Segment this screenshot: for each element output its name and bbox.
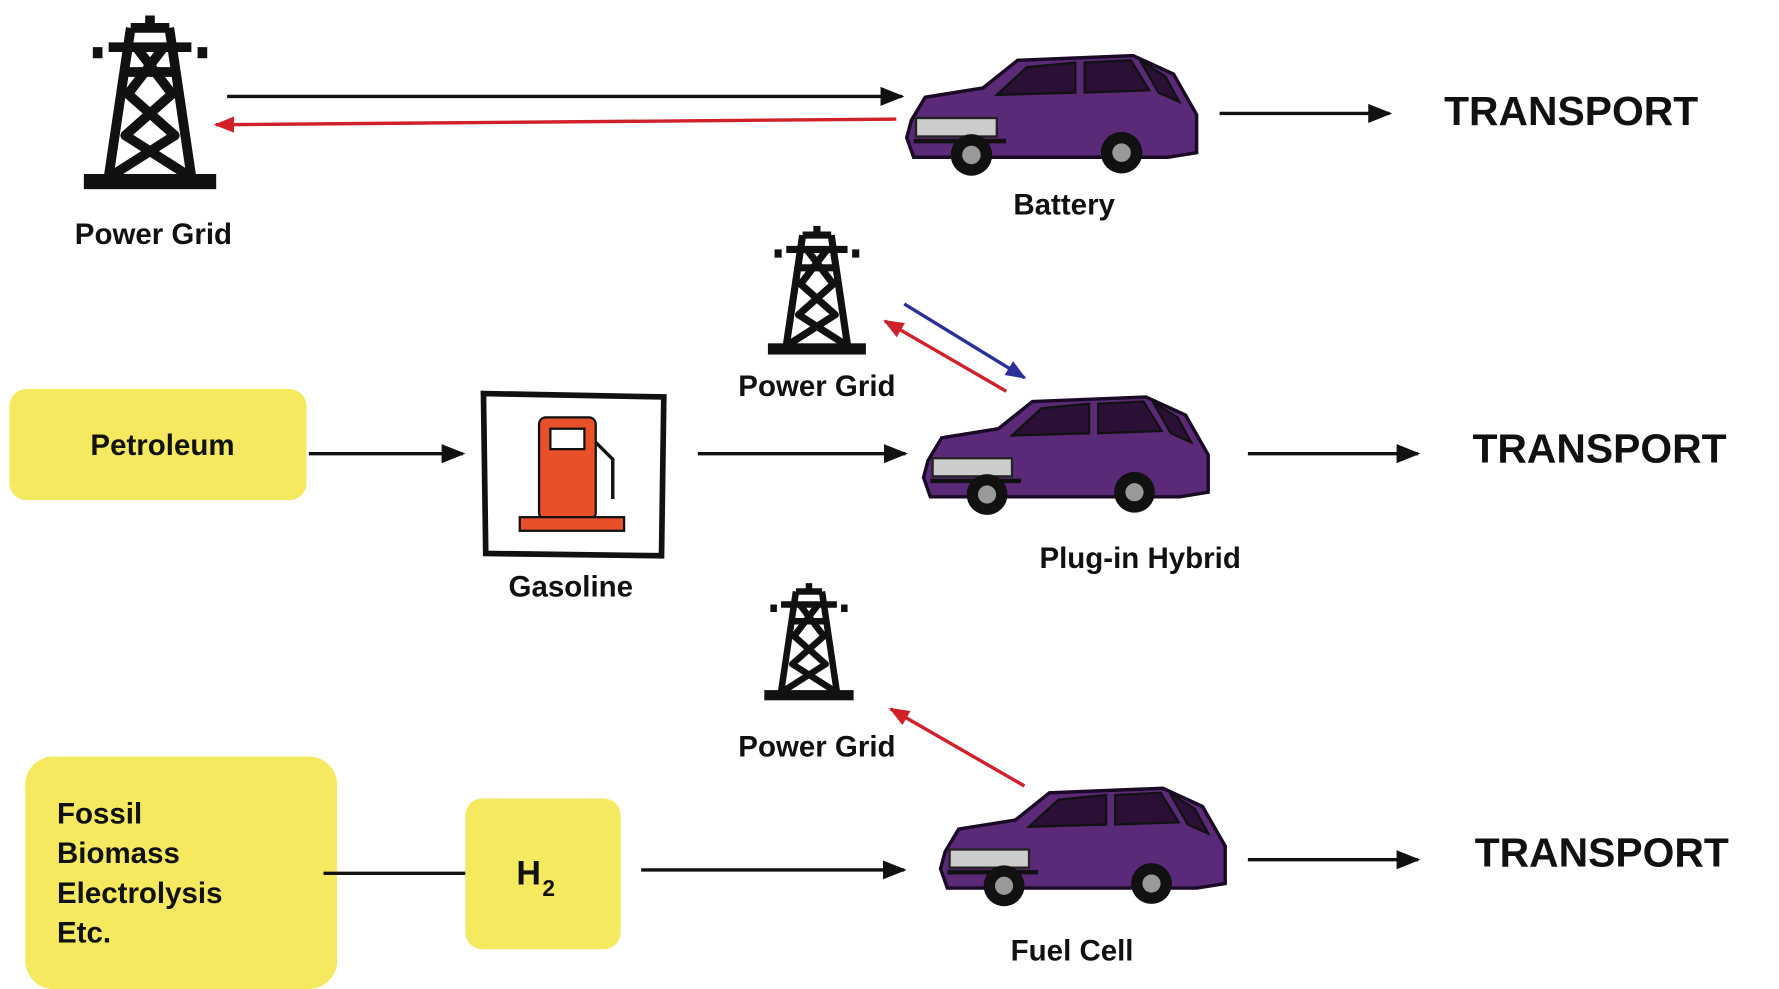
label: Fossil — [57, 797, 142, 830]
label: Power Grid — [738, 730, 895, 763]
car-icon — [924, 397, 1209, 515]
label: 2 — [542, 875, 555, 901]
label: Biomass — [57, 837, 180, 870]
arrow — [891, 709, 1025, 786]
label: TRANSPORT — [1444, 88, 1698, 134]
arrow — [216, 119, 897, 125]
label: TRANSPORT — [1475, 830, 1729, 876]
label: Battery — [1013, 188, 1115, 221]
label: TRANSPORT — [1472, 426, 1726, 472]
label: Etc. — [57, 916, 111, 949]
tower-icon — [764, 583, 853, 700]
label: Plug-in Hybrid — [1039, 542, 1240, 575]
tower-icon — [768, 226, 866, 355]
box — [25, 756, 337, 989]
label: Power Grid — [738, 370, 895, 403]
pump-icon — [483, 394, 663, 556]
car-icon — [941, 788, 1226, 906]
tower-icon — [84, 15, 216, 189]
label: Power Grid — [75, 218, 232, 251]
label: Petroleum — [90, 429, 234, 462]
label: Gasoline — [509, 571, 633, 604]
label: Fuel Cell — [1011, 935, 1134, 968]
car-icon — [907, 56, 1197, 176]
label: H — [516, 855, 541, 893]
diagram: Power Grid Battery TRANSPORT Petroleum G… — [0, 0, 1779, 989]
box — [465, 798, 620, 949]
page: Power Grid Battery TRANSPORT Petroleum G… — [0, 0, 1779, 989]
label: Electrolysis — [57, 877, 222, 910]
